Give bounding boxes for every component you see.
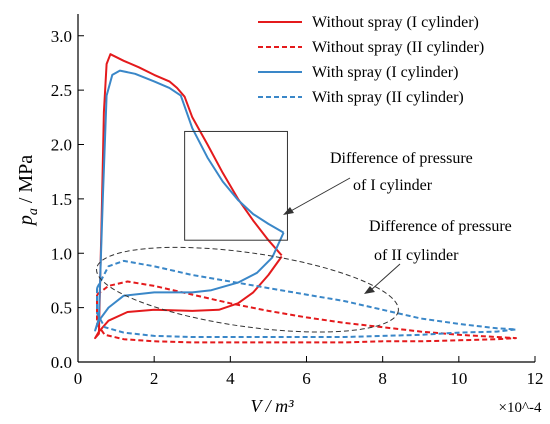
legend-label-1: Without spray (I cylinder) <box>312 14 479 31</box>
annotation-i-line2: of I cylinder <box>353 177 433 194</box>
legend-label-2: Without spray (II cylinder) <box>312 39 484 56</box>
y-tick-label: 3.0 <box>51 27 72 46</box>
y-axis-title: pa / MPa <box>15 155 41 227</box>
annotation-ii-line2: of II cylinder <box>374 247 459 264</box>
x-tick-label: 10 <box>450 369 467 388</box>
tick-labels: 0 2 4 6 8 10 12 0.0 0.5 1.0 1.5 2.0 2.5 3.0 <box>51 27 544 388</box>
x-tick-label: 8 <box>378 369 387 388</box>
x-tick-label: 0 <box>74 369 83 388</box>
highlight-ellipse <box>96 246 399 333</box>
y-axis-unit: / MPa <box>15 155 37 208</box>
x-tick-label: 4 <box>226 369 235 388</box>
y-tick-label: 0.0 <box>51 353 72 372</box>
y-axis-subscript: a <box>26 208 41 215</box>
y-tick-label: 2.5 <box>51 81 72 100</box>
highlight-box <box>184 130 288 241</box>
annotation-ii-arrow-line <box>370 263 401 291</box>
y-tick-label: 1.0 <box>51 244 72 263</box>
legend-label-3: With spray (I cylinder) <box>312 64 458 81</box>
y-tick-label: 0.5 <box>51 299 72 318</box>
annotation-ii-cylinder: Difference of pressure of II cylinder <box>364 218 512 294</box>
series-line-2 <box>96 280 517 344</box>
x-tick-label: 6 <box>302 369 311 388</box>
annotation-i-arrow-line <box>288 177 351 213</box>
legend-label-4: With spray (II cylinder) <box>312 89 464 106</box>
x-tick-label: 12 <box>527 369 544 388</box>
annotation-i-cylinder: Difference of pressure of I cylinder <box>283 150 473 215</box>
x-tick-label: 2 <box>150 369 159 388</box>
y-tick-label: 2.0 <box>51 136 72 155</box>
annotation-ii-line1: Difference of pressure <box>369 218 512 235</box>
legend: Without spray (I cylinder) Without spray … <box>258 14 484 106</box>
series-line-1 <box>94 53 283 340</box>
annotation-i-arrowhead <box>283 207 294 215</box>
y-tick-label: 1.5 <box>51 190 72 209</box>
series-line-3 <box>94 69 285 332</box>
series-line-4 <box>96 259 517 338</box>
y-axis-symbol: p <box>15 215 37 227</box>
annotation-i-line1: Difference of pressure <box>330 150 473 167</box>
plot-area <box>94 53 517 344</box>
annotation-ii-arrowhead <box>364 286 375 294</box>
x-axis-title: V / m³ <box>250 396 294 416</box>
x-axis-multiplier: ×10^-4 <box>499 400 542 416</box>
